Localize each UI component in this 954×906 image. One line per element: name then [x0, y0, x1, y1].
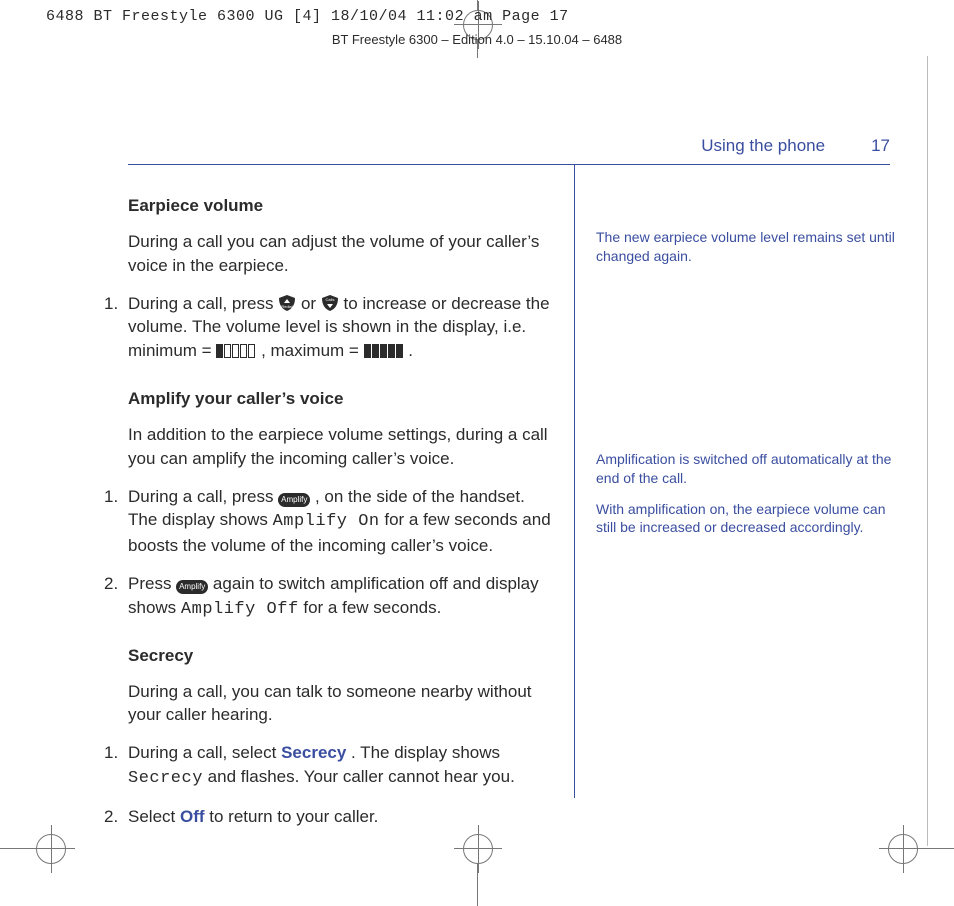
step: 1. During a call, press Redial or Calls …	[104, 292, 558, 365]
step-text: .	[408, 341, 413, 360]
svg-text:Calls: Calls	[325, 297, 334, 302]
paragraph: In addition to the earpiece volume setti…	[128, 423, 558, 471]
registration-mark	[888, 834, 918, 864]
step-text: to return to your caller.	[209, 807, 378, 826]
column-divider	[574, 164, 575, 798]
main-column: Earpiece volume During a call you can ad…	[128, 196, 558, 853]
steps-list: 1. During a call, select Secrecy . The d…	[128, 741, 558, 828]
amplify-button-icon: Amplify	[278, 493, 310, 507]
section-title: Using the phone	[701, 136, 825, 156]
step-text: During a call, press	[128, 294, 278, 313]
steps-list: 1. During a call, press Redial or Calls …	[128, 292, 558, 365]
edition-line: BT Freestyle 6300 – Edition 4.0 – 15.10.…	[0, 32, 954, 47]
page-header: Using the phone 17	[128, 136, 890, 156]
step-text: and flashes. Your caller cannot hear you…	[208, 767, 515, 786]
softkey-label: Secrecy	[281, 743, 346, 762]
step-text: During a call, select	[128, 743, 281, 762]
down-calls-icon: Calls	[321, 294, 339, 310]
spacer	[596, 278, 896, 450]
steps-list: 1. During a call, press Amplify , on the…	[128, 485, 558, 622]
step-text: for a few seconds.	[303, 598, 441, 617]
side-note: The new earpiece volume level remains se…	[596, 228, 896, 266]
display-text: Secrecy	[128, 769, 203, 788]
step: 2. Select Off to return to your caller.	[104, 805, 558, 829]
svg-text:Redial: Redial	[282, 304, 293, 309]
step-text: Select	[128, 807, 180, 826]
heading-amplify: Amplify your caller’s voice	[128, 389, 558, 409]
volume-bars-max-icon	[364, 341, 404, 365]
paragraph: During a call, you can talk to someone n…	[128, 680, 558, 728]
step: 1. During a call, press Amplify , on the…	[104, 485, 558, 558]
step-text: . The display shows	[351, 743, 500, 762]
step: 2. Press Amplify again to switch amplifi…	[104, 572, 558, 622]
side-notes-column: The new earpiece volume level remains se…	[596, 228, 896, 549]
header-rule	[128, 164, 890, 165]
display-text: Amplify Off	[181, 600, 299, 619]
trim-edge	[927, 56, 928, 846]
softkey-label: Off	[180, 807, 205, 826]
step-text: , maximum =	[261, 341, 364, 360]
amplify-button-icon: Amplify	[176, 580, 208, 594]
registration-mark	[36, 834, 66, 864]
step-text: or	[301, 294, 321, 313]
page-number: 17	[871, 136, 890, 156]
step-text: Press	[128, 574, 176, 593]
display-text: Amplify On	[273, 512, 380, 531]
heading-earpiece-volume: Earpiece volume	[128, 196, 558, 216]
volume-bars-min-icon	[216, 341, 256, 365]
print-job-header: 6488 BT Freestyle 6300 UG [4] 18/10/04 1…	[46, 8, 569, 25]
heading-secrecy: Secrecy	[128, 646, 558, 666]
paragraph: During a call you can adjust the volume …	[128, 230, 558, 278]
up-redial-icon: Redial	[278, 294, 296, 310]
side-note: Amplification is switched off automatica…	[596, 450, 896, 488]
side-note: With amplification on, the earpiece volu…	[596, 500, 896, 538]
step-text: During a call, press	[128, 487, 278, 506]
step: 1. During a call, select Secrecy . The d…	[104, 741, 558, 791]
